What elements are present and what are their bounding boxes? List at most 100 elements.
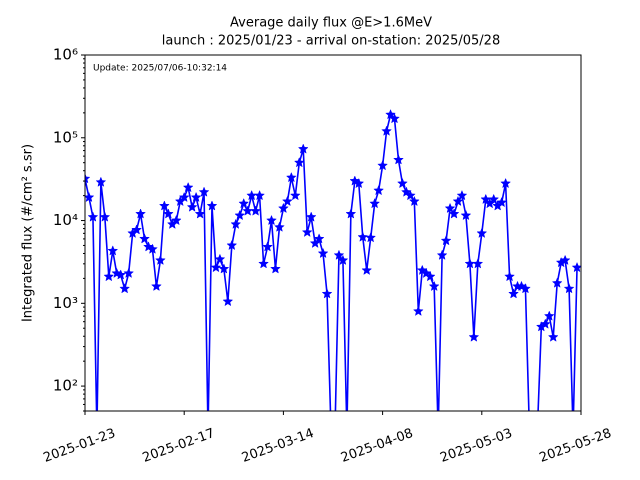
- star-marker: [182, 181, 194, 193]
- star-marker: [365, 232, 377, 243]
- y-tick-label: 10⁵: [53, 128, 78, 146]
- star-marker: [210, 261, 222, 273]
- star-marker: [381, 125, 392, 136]
- star-marker: [131, 224, 142, 235]
- star-marker: [230, 218, 242, 229]
- star-marker: [214, 253, 226, 264]
- chart-subtitle: launch : 2025/01/23 - arrival on-station…: [162, 34, 500, 49]
- star-marker: [262, 241, 273, 252]
- star-marker: [428, 280, 440, 292]
- star-marker: [151, 280, 162, 292]
- star-marker: [218, 263, 230, 274]
- star-marker: [270, 263, 281, 274]
- star-marker: [377, 160, 388, 171]
- star-marker: [448, 208, 460, 219]
- star-marker: [99, 211, 111, 222]
- star-marker: [297, 143, 309, 154]
- star-marker: [452, 195, 464, 207]
- star-marker: [337, 254, 349, 265]
- star-marker: [361, 264, 373, 275]
- star-marker: [333, 249, 345, 260]
- star-marker: [539, 318, 551, 329]
- star-marker: [301, 226, 313, 237]
- y-axis-label: Integrated flux (#/cm² s.sr): [21, 144, 36, 322]
- star-marker: [222, 295, 234, 307]
- star-marker: [186, 201, 198, 212]
- annotation: Update: 2025/07/06-10:32:14: [93, 64, 227, 74]
- star-marker: [281, 195, 293, 207]
- star-marker: [107, 245, 119, 256]
- star-marker: [274, 221, 285, 232]
- star-marker: [305, 211, 317, 222]
- star-marker: [87, 211, 99, 222]
- star-marker: [317, 247, 329, 259]
- y-tick-label: 10⁶: [53, 46, 78, 64]
- star-marker: [424, 270, 436, 282]
- star-marker: [543, 310, 555, 321]
- star-marker: [147, 243, 158, 254]
- star-marker: [408, 195, 420, 207]
- star-marker: [468, 331, 480, 342]
- star-marker: [440, 235, 452, 246]
- star-marker: [547, 331, 559, 342]
- star-marker: [353, 177, 365, 189]
- star-marker: [139, 233, 150, 244]
- plot-area: [85, 109, 581, 411]
- star-marker: [226, 239, 238, 251]
- star-marker: [119, 283, 131, 294]
- star-marker: [162, 208, 174, 219]
- star-marker: [520, 283, 531, 294]
- star-marker: [488, 193, 500, 205]
- star-marker: [412, 305, 424, 316]
- star-marker: [563, 283, 575, 294]
- star-marker: [500, 177, 511, 189]
- star-marker: [369, 197, 381, 209]
- star-marker: [389, 113, 400, 124]
- star-marker: [559, 254, 571, 265]
- y-tick-label: 10²: [53, 377, 78, 395]
- star-marker: [135, 208, 146, 219]
- star-marker: [293, 157, 305, 168]
- star-marker: [206, 200, 218, 211]
- star-marker: [103, 270, 115, 282]
- star-marker: [496, 196, 508, 208]
- star-marker: [444, 202, 456, 214]
- star-marker: [258, 258, 269, 269]
- star-marker: [436, 249, 448, 260]
- star-marker: [460, 209, 472, 221]
- star-marker: [155, 254, 166, 265]
- star-marker: [234, 209, 246, 221]
- star-marker: [85, 173, 91, 184]
- star-marker: [289, 189, 301, 201]
- star-marker: [373, 184, 385, 196]
- star-marker: [345, 208, 357, 219]
- star-marker: [504, 270, 515, 282]
- star-marker: [158, 200, 170, 211]
- star-marker: [456, 189, 468, 201]
- star-marker: [476, 227, 488, 238]
- star-marker: [194, 208, 206, 219]
- star-marker: [250, 205, 262, 216]
- star-marker: [190, 191, 202, 203]
- star-marker: [123, 267, 135, 278]
- star-marker: [95, 176, 107, 187]
- star-marker: [278, 202, 289, 214]
- star-marker: [508, 288, 519, 299]
- star-marker: [198, 186, 210, 197]
- star-marker: [393, 154, 404, 165]
- star-marker: [254, 189, 265, 201]
- star-marker: [357, 231, 369, 242]
- star-marker: [309, 237, 321, 248]
- chart-title: Average daily flux @E>1.6MeV: [230, 16, 432, 31]
- star-marker: [115, 269, 127, 280]
- star-marker: [321, 288, 333, 299]
- star-marker: [404, 189, 416, 201]
- y-tick-label: 10³: [53, 294, 78, 312]
- y-tick-label: 10⁴: [53, 211, 78, 229]
- star-marker: [266, 214, 277, 226]
- star-marker: [397, 177, 408, 189]
- star-marker: [285, 171, 297, 183]
- star-marker: [178, 191, 190, 203]
- star-marker: [313, 233, 325, 244]
